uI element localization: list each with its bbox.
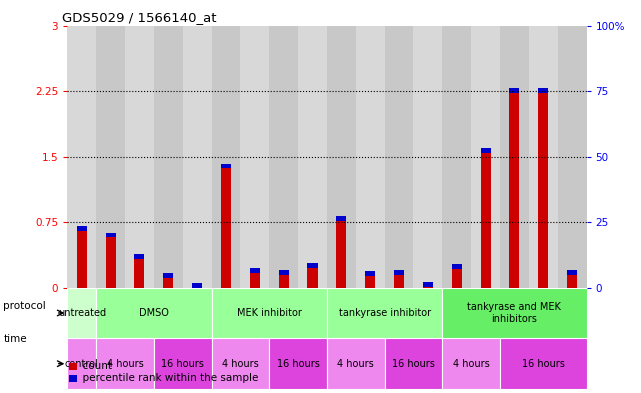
Bar bbox=[106, 233, 115, 288]
Bar bbox=[125, 26, 154, 288]
Bar bbox=[385, 26, 413, 288]
Bar bbox=[135, 254, 144, 259]
Bar bbox=[327, 288, 442, 338]
Bar bbox=[269, 338, 327, 389]
Bar bbox=[385, 338, 442, 389]
Text: control: control bbox=[65, 359, 99, 369]
Bar bbox=[481, 148, 490, 152]
Bar bbox=[135, 254, 144, 288]
Text: 16 hours: 16 hours bbox=[522, 359, 565, 369]
Bar bbox=[250, 268, 260, 288]
Bar bbox=[365, 271, 375, 276]
Bar bbox=[298, 26, 327, 288]
Bar bbox=[442, 288, 587, 338]
Bar bbox=[337, 216, 346, 288]
Bar bbox=[240, 26, 269, 288]
Bar bbox=[67, 288, 96, 338]
Bar bbox=[279, 270, 288, 275]
Text: count: count bbox=[76, 361, 112, 371]
Bar bbox=[221, 163, 231, 288]
Bar bbox=[67, 338, 96, 389]
Bar bbox=[442, 26, 471, 288]
Bar bbox=[481, 148, 490, 288]
Bar bbox=[212, 26, 240, 288]
Bar bbox=[538, 88, 548, 288]
Bar bbox=[394, 270, 404, 288]
Text: 4 hours: 4 hours bbox=[337, 359, 374, 369]
Bar bbox=[558, 26, 587, 288]
Text: MEK inhibitor: MEK inhibitor bbox=[237, 308, 302, 318]
Bar bbox=[96, 26, 125, 288]
Bar bbox=[192, 283, 202, 288]
Bar bbox=[77, 226, 87, 231]
Bar bbox=[538, 88, 548, 93]
Bar bbox=[567, 270, 577, 288]
Bar bbox=[192, 283, 202, 288]
Text: 16 hours: 16 hours bbox=[162, 359, 204, 369]
Text: GDS5029 / 1566140_at: GDS5029 / 1566140_at bbox=[62, 11, 217, 24]
Text: untreated: untreated bbox=[58, 308, 106, 318]
Text: 4 hours: 4 hours bbox=[106, 359, 144, 369]
Bar bbox=[308, 263, 317, 288]
Text: 4 hours: 4 hours bbox=[222, 359, 259, 369]
Text: DMSO: DMSO bbox=[139, 308, 169, 318]
Bar bbox=[529, 26, 558, 288]
Bar bbox=[510, 88, 519, 93]
Bar bbox=[356, 26, 385, 288]
Bar bbox=[77, 226, 87, 288]
Bar bbox=[212, 288, 327, 338]
Bar bbox=[250, 268, 260, 273]
Bar bbox=[96, 338, 154, 389]
Bar bbox=[442, 338, 500, 389]
Bar bbox=[567, 270, 577, 275]
Bar bbox=[500, 338, 587, 389]
Bar bbox=[452, 264, 462, 288]
Bar bbox=[163, 273, 173, 288]
Bar bbox=[452, 264, 462, 269]
Bar bbox=[500, 26, 529, 288]
Text: 16 hours: 16 hours bbox=[277, 359, 319, 369]
Text: 4 hours: 4 hours bbox=[453, 359, 490, 369]
Bar bbox=[163, 273, 173, 277]
Bar bbox=[510, 88, 519, 288]
Text: protocol: protocol bbox=[3, 301, 46, 311]
Bar bbox=[394, 270, 404, 275]
Bar bbox=[67, 26, 96, 288]
Bar bbox=[279, 270, 288, 288]
Bar bbox=[423, 283, 433, 288]
Text: tankyrase inhibitor: tankyrase inhibitor bbox=[338, 308, 431, 318]
Bar bbox=[212, 338, 269, 389]
Bar bbox=[183, 26, 212, 288]
Bar bbox=[413, 26, 442, 288]
Bar bbox=[269, 26, 298, 288]
Bar bbox=[106, 233, 115, 237]
Text: 16 hours: 16 hours bbox=[392, 359, 435, 369]
Bar bbox=[423, 283, 433, 287]
Bar bbox=[154, 338, 212, 389]
Bar bbox=[327, 26, 356, 288]
Bar bbox=[154, 26, 183, 288]
Text: time: time bbox=[3, 334, 27, 344]
Text: tankyrase and MEK
inhibitors: tankyrase and MEK inhibitors bbox=[467, 302, 562, 324]
Bar bbox=[221, 163, 231, 168]
Text: percentile rank within the sample: percentile rank within the sample bbox=[76, 373, 258, 383]
Bar bbox=[96, 288, 212, 338]
Bar bbox=[327, 338, 385, 389]
Bar bbox=[337, 216, 346, 221]
Bar bbox=[308, 263, 317, 268]
Bar bbox=[471, 26, 500, 288]
Bar bbox=[365, 271, 375, 288]
